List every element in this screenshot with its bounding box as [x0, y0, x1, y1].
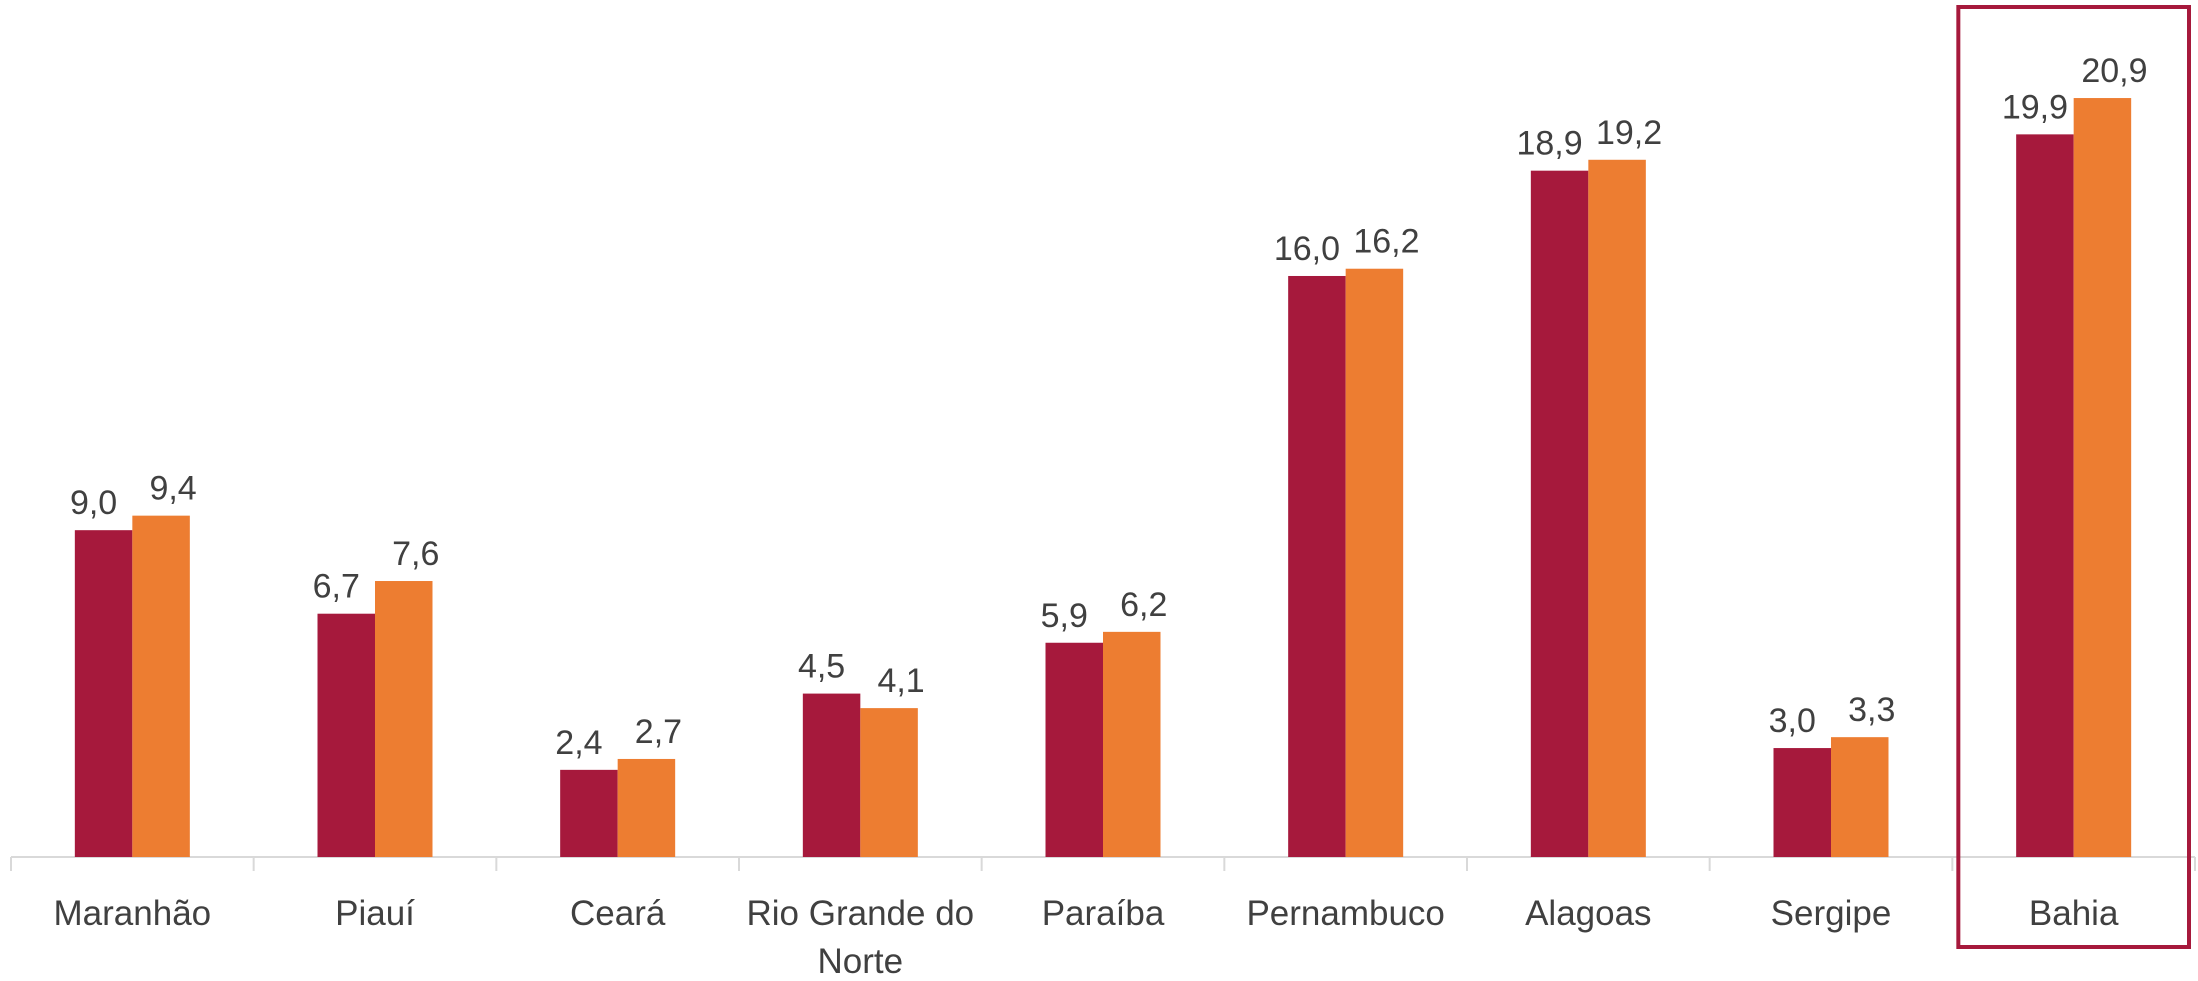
bar	[560, 769, 618, 857]
bar	[1773, 748, 1831, 857]
x-tick-label: Rio Grande do Norte	[747, 894, 975, 981]
bar	[317, 613, 375, 857]
value-label: 4,1	[877, 662, 924, 700]
value-label: 18,9	[1516, 125, 1582, 163]
bar	[375, 581, 433, 857]
bar	[132, 515, 190, 857]
bar	[1288, 275, 1346, 858]
x-tick-label-line: Norte	[818, 942, 904, 981]
x-tick-label: Paraíba	[1042, 894, 1165, 933]
bar	[802, 693, 861, 857]
bar	[617, 758, 676, 857]
value-label: 19,2	[1596, 114, 1662, 152]
value-label: 19,9	[2002, 88, 2068, 126]
bar	[2073, 98, 2132, 857]
bar	[1831, 737, 1889, 857]
value-label: 3,3	[1848, 691, 1895, 729]
value-label: 9,4	[149, 470, 196, 508]
bar	[74, 530, 133, 857]
value-label: 3,0	[1769, 702, 1816, 740]
x-tick-label: Maranhão	[54, 894, 212, 933]
value-label: 20,9	[2081, 52, 2147, 90]
value-label: 6,2	[1120, 586, 1167, 624]
bar	[1530, 170, 1589, 858]
value-label: 4,5	[798, 648, 845, 686]
value-label: 5,9	[1041, 597, 1088, 635]
bar	[860, 708, 918, 857]
x-tick-label: Piauí	[335, 894, 415, 933]
x-tick-label: Pernambuco	[1246, 894, 1444, 933]
bar	[1588, 159, 1646, 857]
x-tick-label: Alagoas	[1525, 894, 1651, 933]
x-tick-label: Ceará	[570, 894, 666, 933]
x-tick-label-line: Rio Grande do	[747, 894, 975, 933]
value-label: 2,4	[555, 724, 602, 762]
x-tick-label: Sergipe	[1771, 894, 1892, 933]
value-label: 16,2	[1353, 223, 1419, 261]
bar	[1345, 268, 1404, 857]
bar	[1045, 642, 1103, 857]
highlight-box	[1956, 5, 2192, 949]
x-tick-label: Bahia	[2029, 894, 2119, 933]
value-label: 2,7	[635, 713, 682, 751]
value-label: 9,0	[70, 484, 117, 522]
bar	[1103, 631, 1161, 857]
value-label: 16,0	[1274, 230, 1340, 268]
bar	[2016, 134, 2074, 857]
value-label: 7,6	[392, 535, 439, 573]
value-label: 6,7	[313, 568, 360, 606]
